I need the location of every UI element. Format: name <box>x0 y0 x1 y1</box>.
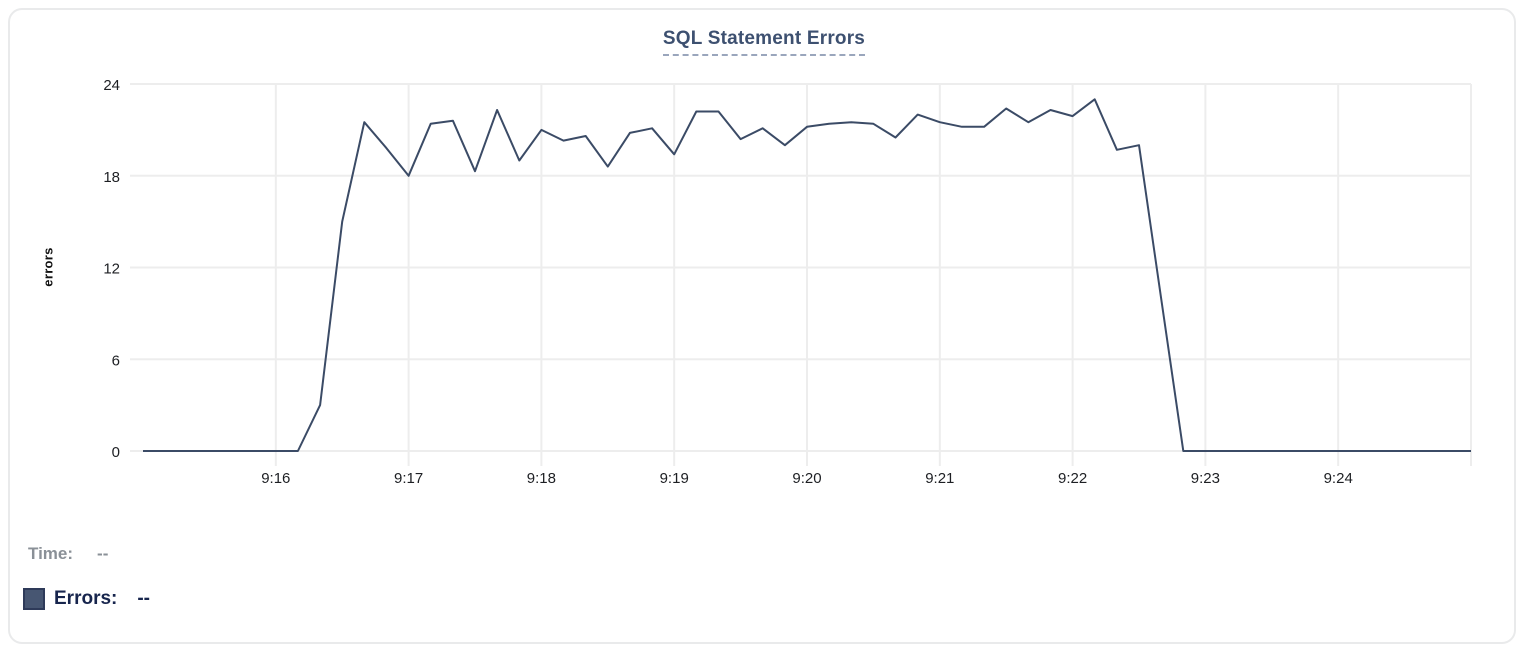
y-axis-tick-label: 6 <box>112 352 120 369</box>
chart-title-wrap: SQL Statement Errors <box>0 28 1528 56</box>
errors-line-chart[interactable]: 0 6 12 18 24 9:16 9:17 9:18 9:19 9:20 9:21 9:22 9:23… <box>0 0 1528 500</box>
y-axis-tick-label: 12 <box>103 261 120 278</box>
y-axis-tick-label: 18 <box>103 169 120 186</box>
errors-series-swatch <box>23 588 45 610</box>
x-axis-tick-label: 9:19 <box>660 470 689 487</box>
errors-series-line <box>143 98 1471 452</box>
y-axis-tick-label: 24 <box>103 77 120 94</box>
x-axis-tick-label: 9:16 <box>261 470 290 487</box>
x-axis-tick-label: 9:17 <box>394 470 423 487</box>
tooltip-time-value: -- <box>97 544 109 563</box>
y-axis-tick-label: 0 <box>112 444 120 461</box>
x-axis-tick-label: 9:20 <box>792 470 821 487</box>
x-axis-tick-label: 9:22 <box>1058 470 1087 487</box>
tooltip-errors-row: Errors: -- <box>23 588 150 610</box>
tooltip-time-row: Time: -- <box>28 544 108 564</box>
x-axis-tick-label: 9:18 <box>527 470 556 487</box>
x-axis-tick-label: 9:23 <box>1191 470 1220 487</box>
chart-card <box>8 8 1516 644</box>
tooltip-errors-label: Errors: <box>54 588 118 609</box>
x-axis-tick-label: 9:24 <box>1324 470 1353 487</box>
chart-title[interactable]: SQL Statement Errors <box>662 28 866 56</box>
tooltip-time-label: Time: <box>28 544 74 563</box>
tooltip-errors-value: -- <box>137 588 151 609</box>
x-axis-tick-label: 9:21 <box>925 470 954 487</box>
